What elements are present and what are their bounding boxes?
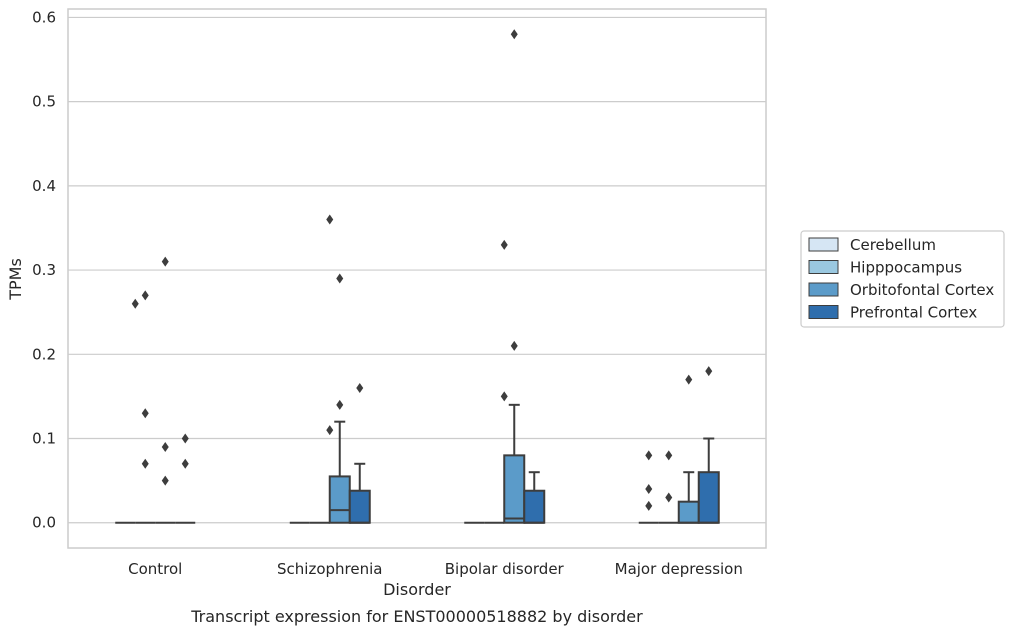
box-0-3 bbox=[638, 450, 659, 524]
outlier-point bbox=[326, 214, 334, 225]
outlier-point bbox=[181, 458, 189, 469]
box-3-3 bbox=[697, 366, 720, 524]
box-body bbox=[697, 471, 720, 524]
box-1-0 bbox=[135, 290, 156, 524]
y-tick-label: 0.3 bbox=[32, 261, 56, 279]
outlier-point bbox=[131, 298, 139, 309]
outlier-point bbox=[336, 273, 344, 284]
y-tick-label: 0.6 bbox=[32, 8, 56, 26]
outlier-point bbox=[326, 425, 334, 436]
box-2-2 bbox=[503, 29, 526, 524]
plot-frame bbox=[67, 8, 767, 549]
outlier-point bbox=[141, 290, 149, 301]
legend-label: Hipppocampus bbox=[850, 259, 962, 277]
box-3-2 bbox=[523, 471, 546, 524]
outlier-point bbox=[665, 492, 673, 503]
box-layer bbox=[115, 29, 720, 524]
figure-caption: Transcript expression for ENST0000051888… bbox=[190, 607, 643, 626]
grid-layer bbox=[68, 16, 766, 524]
outlier-point bbox=[161, 475, 169, 486]
x-tick-label: Schizophrenia bbox=[277, 560, 382, 578]
outlier-point bbox=[356, 382, 364, 393]
outlier-point bbox=[161, 256, 169, 267]
outlier-point bbox=[161, 441, 169, 452]
legend-label: Cerebellum bbox=[850, 236, 936, 254]
outlier-point bbox=[336, 399, 344, 410]
y-tick-label: 0.4 bbox=[32, 177, 56, 195]
box-body bbox=[328, 475, 351, 524]
outlier-point bbox=[645, 500, 653, 511]
legend-swatch bbox=[808, 282, 839, 297]
legend-swatch bbox=[808, 305, 839, 319]
outlier-point bbox=[510, 29, 518, 40]
box-2-1 bbox=[328, 273, 351, 524]
outlier-point bbox=[141, 458, 149, 469]
y-tick-label: 0.5 bbox=[32, 93, 56, 111]
outlier-point bbox=[705, 366, 713, 377]
x-tick-label: Control bbox=[128, 560, 182, 578]
box-3-0 bbox=[175, 433, 196, 524]
box-body bbox=[503, 454, 526, 524]
legend-box bbox=[800, 230, 1005, 328]
y-tick-label: 0.1 bbox=[32, 430, 56, 448]
box-3-1 bbox=[348, 382, 371, 524]
box-2-3 bbox=[677, 374, 700, 524]
outlier-point bbox=[645, 450, 653, 461]
x-axis-title: Disorder bbox=[383, 580, 451, 599]
y-tick-label: 0.0 bbox=[32, 514, 56, 532]
legend-label: Orbitofontal Cortex bbox=[850, 281, 994, 299]
x-tick-label: Bipolar disorder bbox=[445, 560, 565, 578]
legend: Cerebellum Hipppocampus Orbitofontal Corte… bbox=[800, 230, 1005, 328]
outlier-point bbox=[141, 408, 149, 419]
outlier-point bbox=[665, 450, 673, 461]
legend-label: Prefrontal Cortex bbox=[850, 304, 977, 322]
box-1-3 bbox=[658, 450, 679, 524]
box-body bbox=[523, 489, 546, 524]
box-body bbox=[348, 489, 371, 524]
outlier-point bbox=[500, 391, 508, 402]
outlier-point bbox=[181, 433, 189, 444]
outlier-point bbox=[500, 239, 508, 250]
y-axis-title: TPMs bbox=[6, 258, 25, 301]
outlier-point bbox=[645, 484, 653, 495]
y-tick-label: 0.2 bbox=[32, 345, 56, 363]
box-2-0 bbox=[155, 256, 176, 524]
outlier-point bbox=[510, 340, 518, 351]
outlier-point bbox=[685, 374, 693, 385]
legend-swatch bbox=[808, 237, 839, 252]
box-body bbox=[677, 500, 700, 524]
tick-layer: 0.0 0.1 0.2 0.3 0.4 0.5 0.6 Control Schizophreni… bbox=[32, 8, 743, 578]
x-tick-label: Major depression bbox=[615, 560, 743, 578]
legend-swatch bbox=[808, 260, 839, 274]
